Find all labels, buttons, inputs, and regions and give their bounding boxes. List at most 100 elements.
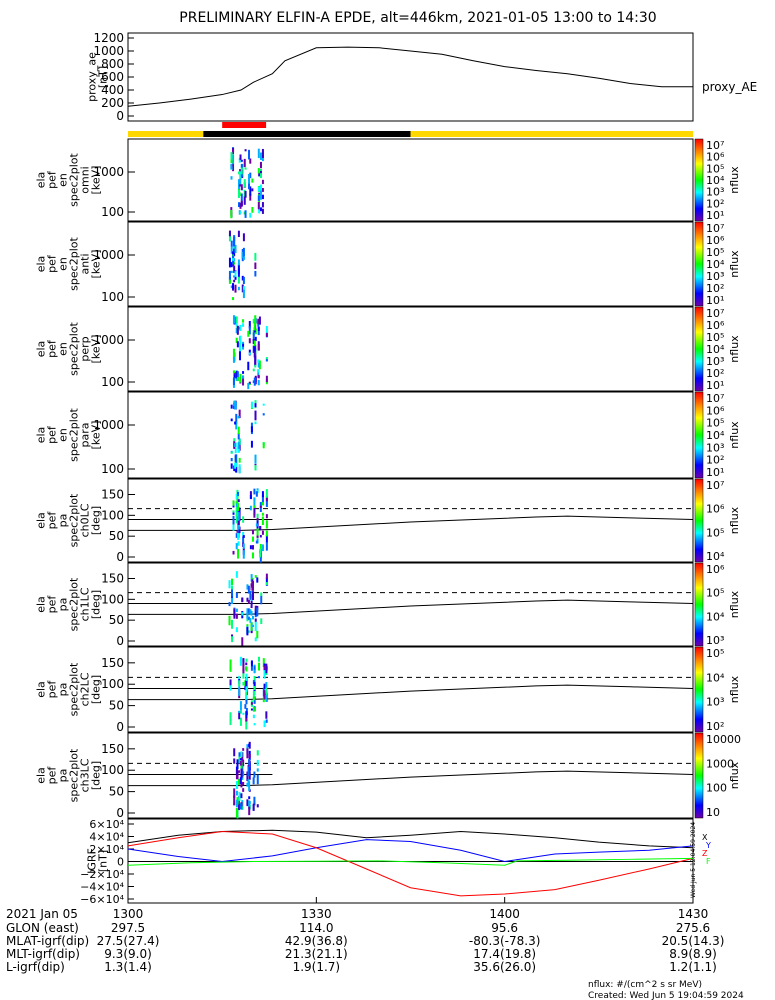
spec-8-pixel (235, 808, 238, 818)
panel-1-ylabel-5: [keV] (90, 166, 103, 195)
panel-5-ylabel-1: pef (46, 511, 59, 530)
panel-spec-1-frame (127, 138, 694, 222)
spec-1-cbtick-4: 10⁵ (706, 162, 724, 175)
spec-8-pixel (239, 803, 242, 810)
spec-2-pixel (228, 230, 231, 237)
spec-3-pixel (252, 338, 255, 345)
spec-5-pixel (251, 552, 254, 559)
spec-3-pixel (232, 377, 235, 386)
spec-8-yticklabel-0: 0 (116, 806, 124, 820)
spec-5-pixel (237, 521, 240, 530)
spec-7-pixel (263, 670, 266, 679)
ephemeris-value-2-2: 17.4(19.8) (473, 947, 536, 961)
spec-5-pixel (265, 514, 268, 519)
spec-7-colorbar (694, 646, 704, 733)
spec-6-pixel (231, 585, 234, 590)
panel-spec-7-frame (127, 646, 694, 733)
spec-1-pixel (244, 167, 247, 170)
panel-9-ylabel-0: IGRF (86, 848, 99, 874)
spec-1-pixel (249, 158, 252, 164)
spec-7-pixel (242, 712, 245, 715)
spec-5-pixel (255, 491, 258, 497)
spec-1-yticklabel-0: 100 (101, 205, 124, 219)
spec-2-pixel (254, 252, 257, 261)
spec-2-pixel (242, 256, 245, 260)
spec-5-pixel (265, 542, 268, 551)
panel-4-ylabel-3: spec2plot (68, 408, 81, 462)
figure-title: PRELIMINARY ELFIN-A EPDE, alt=446km, 202… (179, 10, 656, 26)
spec-3-pixel (247, 361, 250, 371)
spec-1-cbtick-6: 10⁷ (706, 139, 724, 152)
spec-2-pixel (237, 265, 240, 274)
spec-1-pixel (239, 211, 242, 214)
spec-6-pixel (246, 597, 249, 602)
spec-5-pixel (237, 503, 240, 511)
spec-8-cblabel: nflux (728, 761, 741, 789)
panel-2-ylabel-5: [keV] (90, 250, 103, 279)
spec-1-pixel (261, 202, 264, 208)
spec-8-pixel (237, 770, 240, 773)
spec-5-pixel (236, 530, 239, 533)
panel-4-ylabel-4: para (79, 423, 92, 448)
spec-6-pixel (231, 578, 234, 585)
ephemeris-value-1-1: 42.9(36.8) (285, 934, 348, 948)
spec-2-pixel (241, 284, 244, 293)
spec-1-pixel (251, 207, 254, 213)
spec-4-pixel (234, 400, 237, 410)
ephemeris-value-0-3: 275.6 (676, 921, 710, 935)
spec-3-pixel (239, 324, 242, 331)
spec-5-pixel (253, 488, 256, 495)
panel-2-ylabel-0: ela (35, 256, 48, 273)
igrf-series-3 (127, 857, 694, 866)
spec-4-cbtick-2: 10³ (706, 441, 724, 454)
proxy-ae-legend: proxy_AE (702, 80, 757, 94)
spec-7-pixel (245, 686, 248, 693)
igrf-legend-X: X (702, 833, 708, 842)
spec-7-pixel (229, 716, 232, 726)
spec-6-pixel (260, 592, 263, 596)
spec-1-pixel (248, 182, 251, 190)
panel-spec-2-frame (127, 221, 694, 307)
spec-1-pixel (259, 170, 262, 174)
spec-3-pixel (248, 338, 251, 344)
spec-5-pixel (255, 540, 258, 544)
spec-7-pixel (265, 684, 268, 694)
spec-5-pixel (265, 497, 268, 507)
spec-5-loss-cone-line (128, 515, 694, 531)
spec-1-pixel (244, 149, 247, 152)
spec-7-pixel (245, 695, 248, 701)
spec-8-pixel (236, 759, 239, 770)
spec-1-pixel (230, 176, 233, 180)
spec-5-pixel (235, 533, 238, 538)
spec-4-pixel (230, 463, 233, 469)
panel-4-ylabel-1: pef (46, 425, 59, 444)
spec-1-pixel (244, 210, 247, 218)
spec-8-pixel (240, 781, 243, 788)
spec-3-pixel (252, 318, 255, 324)
spec-6-pixel (246, 584, 249, 590)
spec-3-pixel (265, 332, 268, 337)
spec-8-pixel (242, 748, 245, 751)
spec-6-pixel (235, 627, 238, 633)
proxy-ae-line (127, 46, 693, 107)
proxy-ae-ylabel-tick-6: 1200 (93, 31, 124, 45)
spec-1-pixel (257, 201, 260, 210)
spec-2-pixel (232, 297, 235, 301)
spec-3-pixel (265, 325, 268, 333)
spec-6-pixel (247, 616, 250, 620)
spec-3-pixel (235, 327, 238, 334)
spec-3-pixel (236, 325, 239, 335)
spec-7-pixel (245, 673, 248, 681)
spec-4-pixel (254, 454, 257, 464)
spec-5-pixel (237, 520, 240, 526)
spec-3-pixel (258, 316, 261, 325)
spec-7-pixel (245, 677, 248, 688)
igrf-legend-Y: Y (705, 841, 711, 850)
spec-5-pixel (237, 491, 240, 497)
spec-6-pixel (246, 616, 249, 622)
spec-1-pixel (257, 148, 260, 159)
spec-2-pixel (233, 265, 236, 273)
spec-8-cbtick-2: 1000 (706, 757, 734, 770)
spec-3-pixel (232, 370, 235, 374)
